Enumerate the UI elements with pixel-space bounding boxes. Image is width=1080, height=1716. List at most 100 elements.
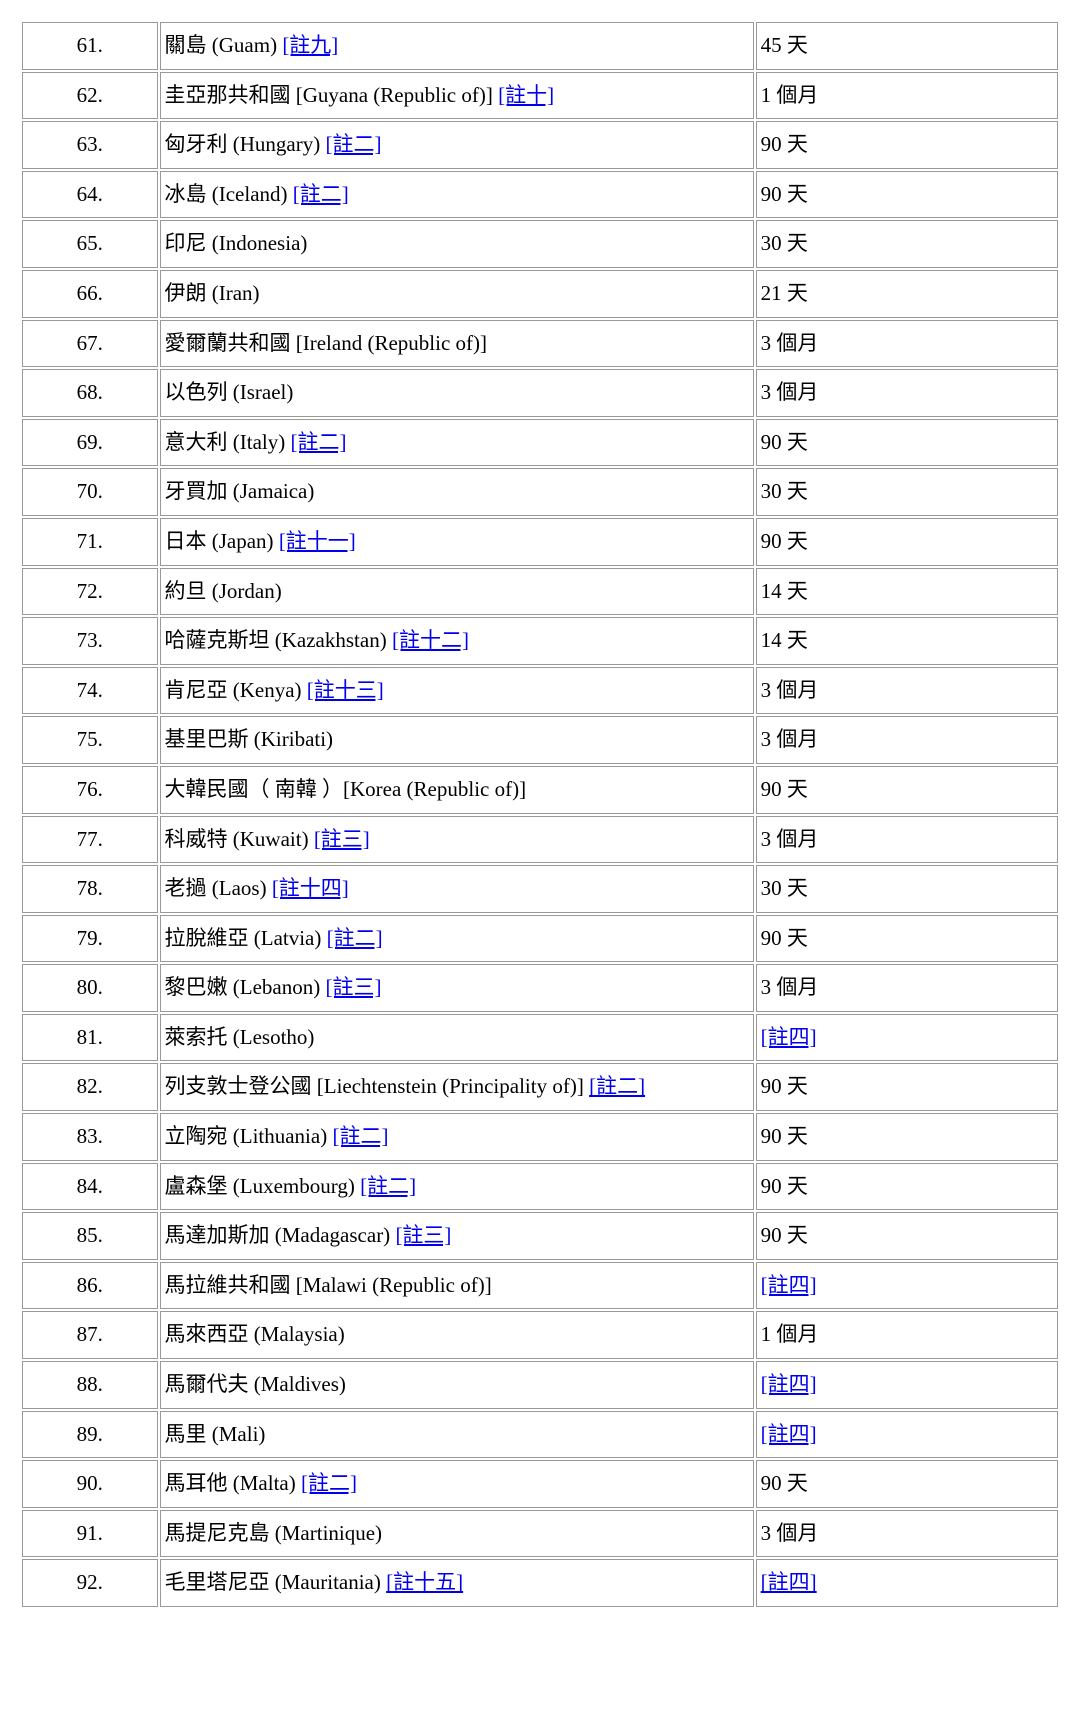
duration-text: 3 個月 — [761, 827, 819, 851]
duration-cell: 30 天 — [756, 865, 1058, 913]
duration-cell: 3 個月 — [756, 816, 1058, 864]
duration-cell: 3 個月 — [756, 369, 1058, 417]
row-number: 81. — [22, 1014, 158, 1062]
country-name: 基里巴斯 (Kiribati) — [165, 727, 334, 751]
country-name: 關島 (Guam) — [165, 33, 283, 57]
country-name: 匈牙利 (Hungary) — [165, 132, 326, 156]
note-link[interactable]: [註二] — [327, 926, 383, 950]
note-link[interactable]: [註四] — [761, 1570, 817, 1594]
note-link[interactable]: [註十三] — [307, 678, 384, 702]
duration-cell: 90 天 — [756, 1163, 1058, 1211]
table-row: 88.馬爾代夫 (Maldives)[註四] — [22, 1361, 1058, 1409]
note-link[interactable]: [註二] — [360, 1174, 416, 1198]
note-link[interactable]: [註二] — [301, 1471, 357, 1495]
country-name-cell: 拉脫維亞 (Latvia) [註二] — [160, 915, 754, 963]
country-name: 萊索托 (Lesotho) — [165, 1025, 315, 1049]
country-name-cell: 馬來西亞 (Malaysia) — [160, 1311, 754, 1359]
country-name-cell: 科威特 (Kuwait) [註三] — [160, 816, 754, 864]
country-name-cell: 馬達加斯加 (Madagascar) [註三] — [160, 1212, 754, 1260]
duration-cell: 1 個月 — [756, 1311, 1058, 1359]
duration-text: 90 天 — [761, 1223, 808, 1247]
duration-text: 90 天 — [761, 529, 808, 553]
duration-text: 3 個月 — [761, 678, 819, 702]
duration-text: 90 天 — [761, 926, 808, 950]
table-row: 70.牙買加 (Jamaica)30 天 — [22, 468, 1058, 516]
country-name-cell: 肯尼亞 (Kenya) [註十三] — [160, 667, 754, 715]
note-link[interactable]: [註二] — [290, 430, 346, 454]
note-link[interactable]: [註十五] — [386, 1570, 463, 1594]
note-link[interactable]: [註十四] — [272, 876, 349, 900]
row-number: 79. — [22, 915, 158, 963]
note-link[interactable]: [註四] — [761, 1025, 817, 1049]
country-name-cell: 列支敦士登公國 [Liechtenstein (Principality of)… — [160, 1063, 754, 1111]
duration-cell: 3 個月 — [756, 716, 1058, 764]
country-name-cell: 馬提尼克島 (Martinique) — [160, 1510, 754, 1558]
duration-cell: [註四] — [756, 1014, 1058, 1062]
row-number: 85. — [22, 1212, 158, 1260]
note-link[interactable]: [註三] — [395, 1223, 451, 1247]
row-number: 74. — [22, 667, 158, 715]
table-row: 65.印尼 (Indonesia)30 天 — [22, 220, 1058, 268]
row-number: 62. — [22, 72, 158, 120]
country-name: 立陶宛 (Lithuania) — [165, 1124, 333, 1148]
country-name-cell: 以色列 (Israel) — [160, 369, 754, 417]
country-name-cell: 立陶宛 (Lithuania) [註二] — [160, 1113, 754, 1161]
country-name-cell: 意大利 (Italy) [註二] — [160, 419, 754, 467]
country-name-cell: 萊索托 (Lesotho) — [160, 1014, 754, 1062]
duration-cell: 3 個月 — [756, 1510, 1058, 1558]
country-name-cell: 愛爾蘭共和國 [Ireland (Republic of)] — [160, 320, 754, 368]
duration-text: 14 天 — [761, 628, 808, 652]
duration-cell: 21 天 — [756, 270, 1058, 318]
country-name-cell: 馬里 (Mali) — [160, 1411, 754, 1459]
country-name-cell: 印尼 (Indonesia) — [160, 220, 754, 268]
country-name: 圭亞那共和國 [Guyana (Republic of)] — [165, 83, 499, 107]
table-row: 66.伊朗 (Iran)21 天 — [22, 270, 1058, 318]
note-link[interactable]: [註十一] — [279, 529, 356, 553]
country-name-cell: 日本 (Japan) [註十一] — [160, 518, 754, 566]
note-link[interactable]: [註二] — [293, 182, 349, 206]
note-link[interactable]: [註二] — [325, 132, 381, 156]
row-number: 69. — [22, 419, 158, 467]
note-link[interactable]: [註四] — [761, 1372, 817, 1396]
duration-cell: 90 天 — [756, 1212, 1058, 1260]
duration-text: 30 天 — [761, 876, 808, 900]
table-row: 90.馬耳他 (Malta) [註二]90 天 — [22, 1460, 1058, 1508]
row-number: 72. — [22, 568, 158, 616]
table-row: 86.馬拉維共和國 [Malawi (Republic of)][註四] — [22, 1262, 1058, 1310]
duration-cell: 90 天 — [756, 171, 1058, 219]
duration-text: 3 個月 — [761, 1521, 819, 1545]
table-row: 76.大韓民國（ 南韓 ）[Korea (Republic of)]90 天 — [22, 766, 1058, 814]
note-link[interactable]: [註十] — [498, 83, 554, 107]
table-row: 61.關島 (Guam) [註九]45 天 — [22, 22, 1058, 70]
country-name: 日本 (Japan) — [165, 529, 279, 553]
table-row: 78.老撾 (Laos) [註十四]30 天 — [22, 865, 1058, 913]
note-link[interactable]: [註四] — [761, 1422, 817, 1446]
note-link[interactable]: [註三] — [314, 827, 370, 851]
country-name-cell: 馬耳他 (Malta) [註二] — [160, 1460, 754, 1508]
note-link[interactable]: [註九] — [282, 33, 338, 57]
country-name: 馬里 (Mali) — [165, 1422, 266, 1446]
country-name: 拉脫維亞 (Latvia) — [165, 926, 327, 950]
country-name-cell: 伊朗 (Iran) — [160, 270, 754, 318]
country-name-cell: 圭亞那共和國 [Guyana (Republic of)] [註十] — [160, 72, 754, 120]
note-link[interactable]: [註四] — [761, 1273, 817, 1297]
duration-text: 3 個月 — [761, 331, 819, 355]
table-row: 71.日本 (Japan) [註十一]90 天 — [22, 518, 1058, 566]
country-name: 毛里塔尼亞 (Mauritania) — [165, 1570, 387, 1594]
table-row: 80.黎巴嫩 (Lebanon) [註三]3 個月 — [22, 964, 1058, 1012]
duration-cell: 90 天 — [756, 419, 1058, 467]
duration-text: 90 天 — [761, 1471, 808, 1495]
duration-text: 3 個月 — [761, 380, 819, 404]
row-number: 71. — [22, 518, 158, 566]
note-link[interactable]: [註三] — [325, 975, 381, 999]
note-link[interactable]: [註十二] — [392, 628, 469, 652]
duration-text: 45 天 — [761, 33, 808, 57]
row-number: 64. — [22, 171, 158, 219]
table-row: 87.馬來西亞 (Malaysia)1 個月 — [22, 1311, 1058, 1359]
duration-text: 90 天 — [761, 132, 808, 156]
note-link[interactable]: [註二] — [589, 1074, 645, 1098]
country-name: 肯尼亞 (Kenya) — [165, 678, 307, 702]
note-link[interactable]: [註二] — [332, 1124, 388, 1148]
duration-text: 90 天 — [761, 430, 808, 454]
country-name-cell: 黎巴嫩 (Lebanon) [註三] — [160, 964, 754, 1012]
